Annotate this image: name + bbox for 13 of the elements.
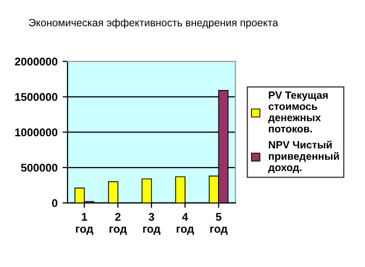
- y-tick-label: 1000000: [15, 128, 58, 136]
- x-tick-label: 1 год: [76, 213, 94, 235]
- x-tick-label: 5 год: [210, 213, 228, 235]
- legend-label: NPV Чистый приведенный доход.: [268, 140, 339, 174]
- y-tick-label: 0: [52, 199, 58, 208]
- y-tick-label: 1500000: [15, 93, 58, 101]
- y-tick-label: 500000: [21, 164, 58, 172]
- y-tick-label: 2000000: [14, 58, 58, 66]
- x-tick-label: 4 год: [176, 213, 194, 235]
- legend-label: PV Текущая стоимось денежных потоков.: [268, 92, 328, 132]
- x-tick-label: 2 год: [110, 212, 127, 235]
- x-tick-label: 3 год: [143, 212, 160, 235]
- chart-title: Экономическая эффективность внедрения проекта: [29, 18, 278, 28]
